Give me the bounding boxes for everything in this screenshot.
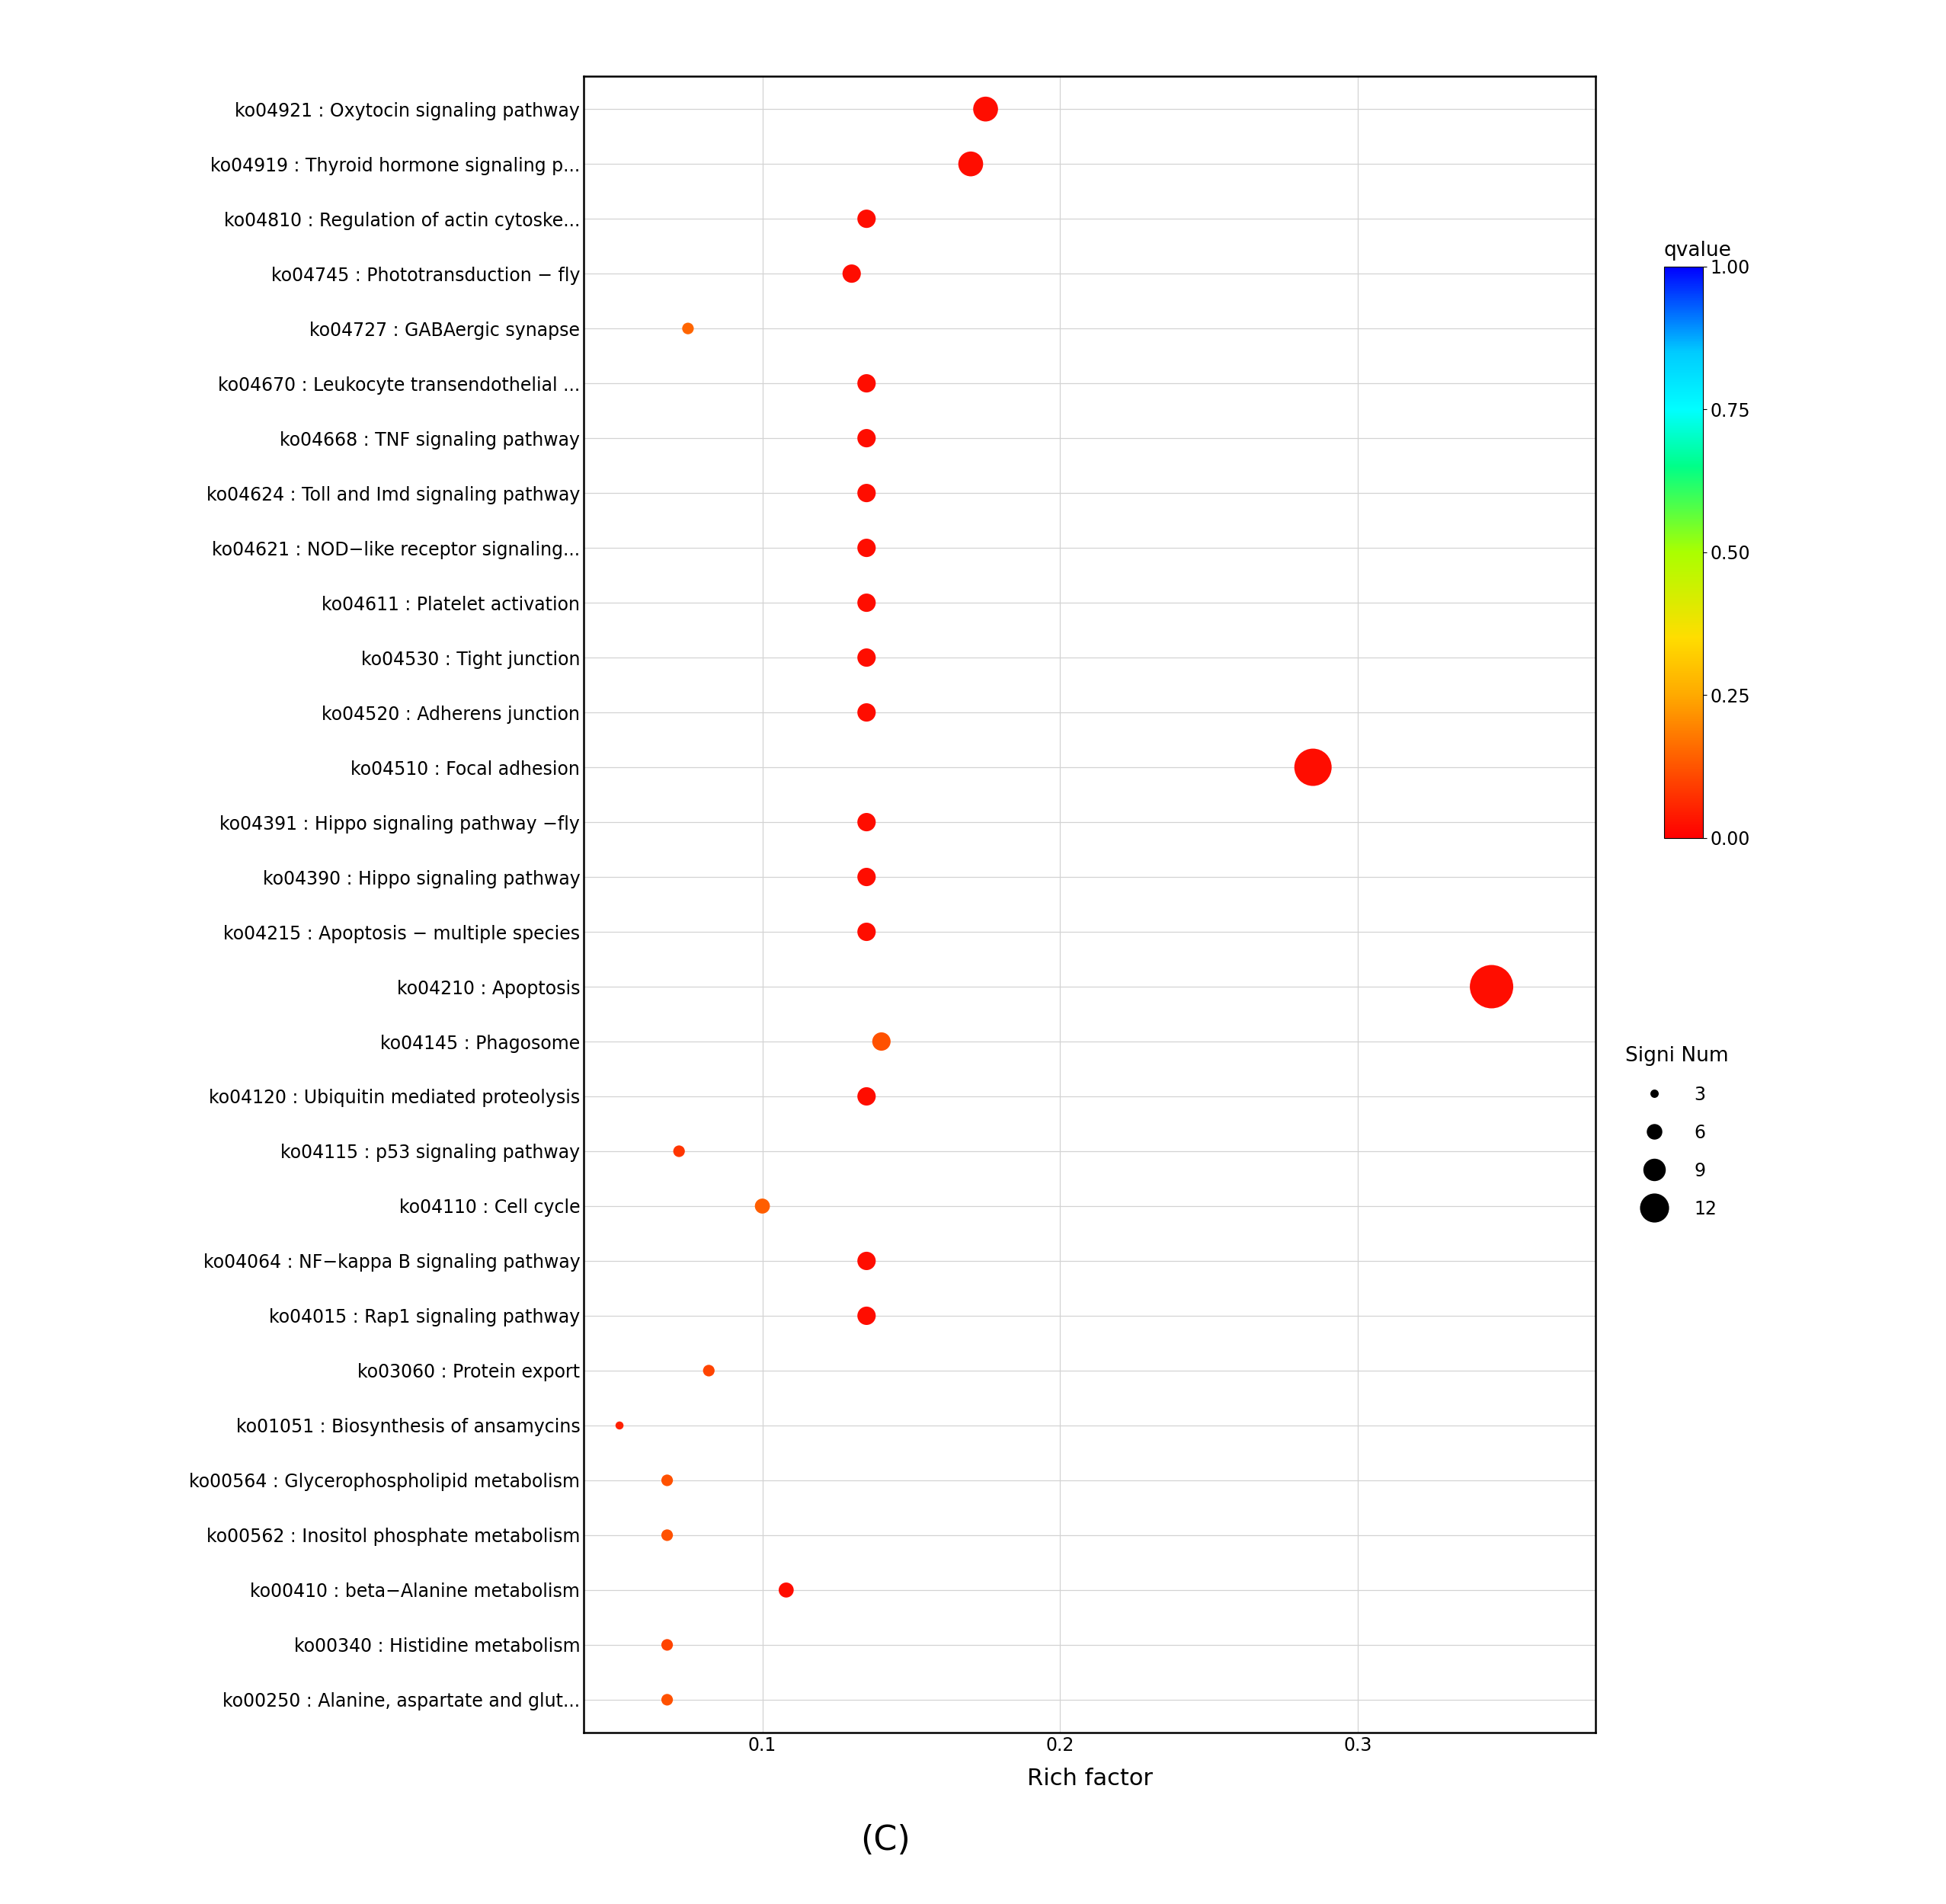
Point: [850, 533, 882, 564]
Text: (C): (C): [860, 1824, 911, 1856]
Point: [1298, 752, 1329, 783]
Point: [850, 1245, 882, 1276]
Point: [850, 916, 882, 946]
Point: [652, 1630, 683, 1660]
Point: [850, 863, 882, 893]
Point: [866, 1026, 897, 1057]
Point: [603, 1411, 634, 1441]
Point: [652, 1519, 683, 1550]
Point: [850, 204, 882, 234]
Point: [850, 367, 882, 398]
Point: [693, 1356, 724, 1386]
Point: [652, 1464, 683, 1495]
Point: [652, 1685, 683, 1716]
Point: [1475, 971, 1506, 1002]
Point: [747, 1190, 778, 1220]
Point: [771, 1575, 802, 1605]
Point: [664, 1137, 695, 1167]
Legend: 3, 6, 9, 12: 3, 6, 9, 12: [1625, 1045, 1728, 1219]
Point: [850, 478, 882, 508]
Point: [673, 314, 704, 345]
Text: qvalue: qvalue: [1664, 240, 1732, 261]
Point: [850, 1081, 882, 1112]
Point: [850, 807, 882, 838]
Point: [955, 149, 987, 179]
Point: [850, 697, 882, 727]
Point: [850, 1300, 882, 1331]
Point: [850, 423, 882, 453]
Point: [850, 642, 882, 672]
Point: [850, 588, 882, 619]
X-axis label: Rich factor: Rich factor: [1027, 1767, 1152, 1790]
Point: [969, 93, 1000, 124]
Point: [837, 259, 868, 289]
